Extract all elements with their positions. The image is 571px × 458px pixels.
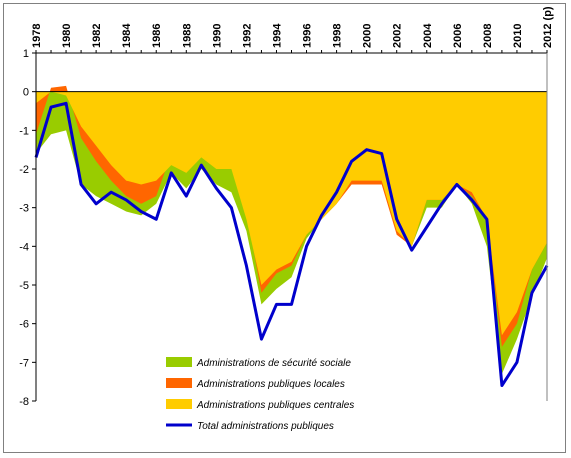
- x-tick-label: 1994: [271, 23, 283, 48]
- legend-label-total-administrations-publiques: Total administrations publiques: [197, 421, 334, 432]
- x-tick-label: 1986: [151, 24, 163, 48]
- x-tick-label: 2000: [362, 24, 374, 48]
- line-total-administrations-publiques: [34, 101, 549, 388]
- y-tick-label: -1: [19, 125, 29, 137]
- area-layers: [36, 85, 547, 374]
- axes: [32, 50, 548, 402]
- y-tick-label: -2: [19, 164, 29, 176]
- y-tick-label: -3: [19, 203, 29, 215]
- x-tick-label: 2012 (p): [542, 6, 554, 48]
- legend-label-administrations-de-securite-sociale: Administrations de sécurité sociale: [196, 358, 351, 369]
- y-tick-label: -4: [19, 241, 29, 253]
- legend-swatch-administrations-publiques-centrales: [166, 399, 192, 409]
- y-tick-label: 0: [23, 87, 29, 99]
- legend-label-administrations-publiques-locales: Administrations publiques locales: [196, 379, 345, 390]
- x-tick-label: 2006: [452, 24, 464, 48]
- total-line-layer: [34, 101, 549, 388]
- area-administrations-publiques-centrales: [36, 91, 547, 336]
- x-tick-label: 2008: [482, 24, 494, 48]
- y-tick-label: -6: [19, 319, 29, 331]
- x-tick-label: 1998: [332, 24, 344, 48]
- x-tick-label: 1982: [91, 24, 103, 48]
- y-tick-label: -5: [19, 280, 29, 292]
- y-tick-label: -7: [19, 357, 29, 369]
- x-tick-label: 1980: [61, 24, 73, 48]
- x-tick-label: 2004: [422, 23, 434, 48]
- x-tick-label: 1990: [211, 24, 223, 48]
- legend-swatch-administrations-publiques-locales: [166, 378, 192, 388]
- x-tick-label: 1992: [241, 24, 253, 48]
- legend-swatch-administrations-de-securite-sociale: [166, 357, 192, 367]
- x-tick-label: 1984: [121, 23, 133, 48]
- legend: Administrations de sécurité sociale Admin…: [166, 357, 354, 432]
- y-tick-label: -8: [19, 396, 29, 408]
- tick-labels: 1 0 -1 -2 -3 -4 -5 -6 -7 -8 1978 1980 1982 1984 1986 19…: [19, 6, 554, 408]
- x-tick-label: 1978: [31, 24, 43, 48]
- x-tick-label: 2010: [512, 24, 524, 48]
- y-tick-label: 1: [23, 48, 29, 60]
- x-tick-label: 1996: [302, 24, 314, 48]
- x-tick-label: 1988: [181, 24, 193, 48]
- x-tick-label: 2002: [392, 24, 404, 48]
- legend-label-administrations-publiques-centrales: Administrations publiques centrales: [196, 400, 354, 411]
